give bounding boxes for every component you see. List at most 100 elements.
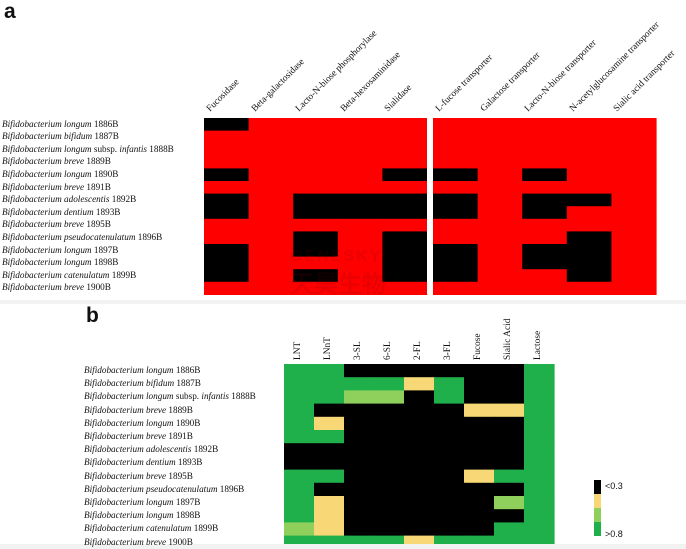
heatmap-b-cell (494, 364, 525, 378)
heatmap-b-cell (404, 482, 435, 497)
heatmap-b-cell (374, 416, 405, 431)
heatmap-a-cell (382, 118, 428, 132)
heatmap-b-cell (524, 403, 555, 418)
heatmap-a-cell (248, 181, 294, 195)
heatmap-b-cell (284, 390, 315, 405)
heatmap-b-cell (404, 377, 435, 391)
heatmap-a-cell (248, 168, 294, 182)
heatmap-a-cell (566, 281, 612, 295)
heatmap-a-cell (433, 244, 479, 258)
heatmap-a-row-label: Bifidobacterium catenulatum 1899B (2, 269, 137, 280)
heatmap-a-cell (293, 244, 339, 258)
heatmap-a-cell (611, 256, 657, 270)
heatmap-b-cell (344, 456, 375, 471)
heatmap-b-cell (464, 522, 495, 537)
heatmap-b-cell (524, 482, 555, 497)
heatmap-b-row-label: Bifidobacterium breve 1891B (84, 431, 193, 441)
heatmap-a-cell (293, 193, 339, 207)
heatmap-a-cell (433, 206, 479, 220)
legend-swatch (594, 508, 601, 522)
heatmap-a-cell (611, 269, 657, 283)
heatmap-a-cell (611, 244, 657, 258)
heatmap-a-cell (477, 155, 523, 169)
heatmap-b-cell (464, 456, 495, 471)
legend-swatch (594, 522, 601, 536)
heatmap-a-cell (611, 206, 657, 220)
heatmap-b-row-label: Bifidobacterium pseudocatenulatum 1896B (84, 483, 245, 494)
heatmap-b-cell (284, 443, 315, 457)
heatmap-b-cell (494, 403, 525, 418)
heatmap-b-cell (434, 482, 465, 497)
heatmap-b-cell (404, 390, 435, 405)
heatmap-a-cell (477, 168, 523, 182)
heatmap-b-cell (344, 496, 375, 510)
heatmap-b-cell (494, 496, 525, 510)
heatmap-a-cell (477, 281, 523, 295)
heatmap-a-cell (611, 168, 657, 182)
heatmap-b-cell (464, 535, 495, 544)
heatmap-a-cell (382, 193, 428, 207)
heatmap-a-cell (248, 193, 294, 207)
heatmap-a-cell (566, 206, 612, 220)
heatmap-a-cell (477, 130, 523, 144)
heatmap-b-cell (494, 456, 525, 471)
heatmap-b-cell (524, 522, 555, 537)
heatmap-b-cell (314, 456, 345, 471)
heatmap-a-cell (337, 130, 383, 144)
heatmap-b-cell (374, 509, 405, 523)
heatmap-a-cell (337, 269, 383, 283)
heatmap-a-cell (293, 143, 339, 157)
heatmap-b-cell (374, 482, 405, 497)
heatmap-a-cell (293, 206, 339, 220)
heatmap-b-cell (314, 430, 345, 444)
heatmap-b (284, 364, 601, 544)
heatmap-a-cell (248, 118, 294, 132)
heatmap-a-cell (566, 118, 612, 132)
heatmap-a-cell (522, 130, 568, 144)
heatmap-b-cell (464, 469, 495, 484)
heatmap-a-cell (611, 155, 657, 169)
heatmap-a-cell (522, 256, 568, 270)
heatmap-b-cell (284, 535, 315, 544)
heatmap-b-cell (434, 522, 465, 537)
heatmap-a-cell (248, 155, 294, 169)
heatmap-b-cell (374, 456, 405, 471)
heatmap-b-cell (404, 364, 435, 378)
heatmap-a-cell (382, 143, 428, 157)
heatmap-b-cell (404, 522, 435, 537)
heatmap-b-cell (314, 522, 345, 537)
heatmap-b-cell (464, 403, 495, 418)
heatmap-b-cell (404, 496, 435, 510)
heatmap-a-cell (477, 231, 523, 245)
heatmap-a-cell (433, 118, 479, 132)
heatmap-a-cell (611, 231, 657, 245)
heatmap-b-row-label: Bifidobacterium longum 1898B (84, 510, 201, 521)
heatmap-b-cell (284, 509, 315, 523)
heatmap-b-cell (344, 416, 375, 431)
heatmap-a-cell (248, 143, 294, 157)
heatmap-b-row-label: Bifidobacterium bifidum 1887B (84, 378, 201, 389)
legend-swatch (594, 480, 601, 494)
heatmap-a-cell (566, 181, 612, 195)
heatmap-b-cell (344, 482, 375, 497)
heatmap-a-row-label: Bifidobacterium breve 1900B (2, 282, 111, 293)
heatmap-a-cell (477, 206, 523, 220)
heatmap-b-row-label: Bifidobacterium breve 1889B (84, 404, 193, 415)
heatmap-a-cell (477, 218, 523, 232)
heatmap-b-cell (404, 535, 435, 544)
heatmap-b-cell (464, 509, 495, 523)
heatmap-b-cell (314, 469, 345, 484)
heatmap-a-row-label: Bifidobacterium adolescentis 1892B (2, 194, 137, 205)
heatmap-b-cell (344, 364, 375, 378)
heatmap-a-cell (204, 256, 250, 270)
heatmap-b-cell (404, 403, 435, 418)
heatmap-a-cell (522, 218, 568, 232)
heatmap-b-row-label: Bifidobacterium longum 1890B (84, 417, 201, 428)
heatmap-a-cell (477, 193, 523, 207)
heatmap-b-cell (434, 416, 465, 431)
heatmap-a-cell (337, 206, 383, 220)
heatmap-b-cell (344, 535, 375, 544)
heatmap-b-cell (464, 416, 495, 431)
heatmap-a-cell (433, 155, 479, 169)
heatmap-b-cell (344, 430, 375, 444)
